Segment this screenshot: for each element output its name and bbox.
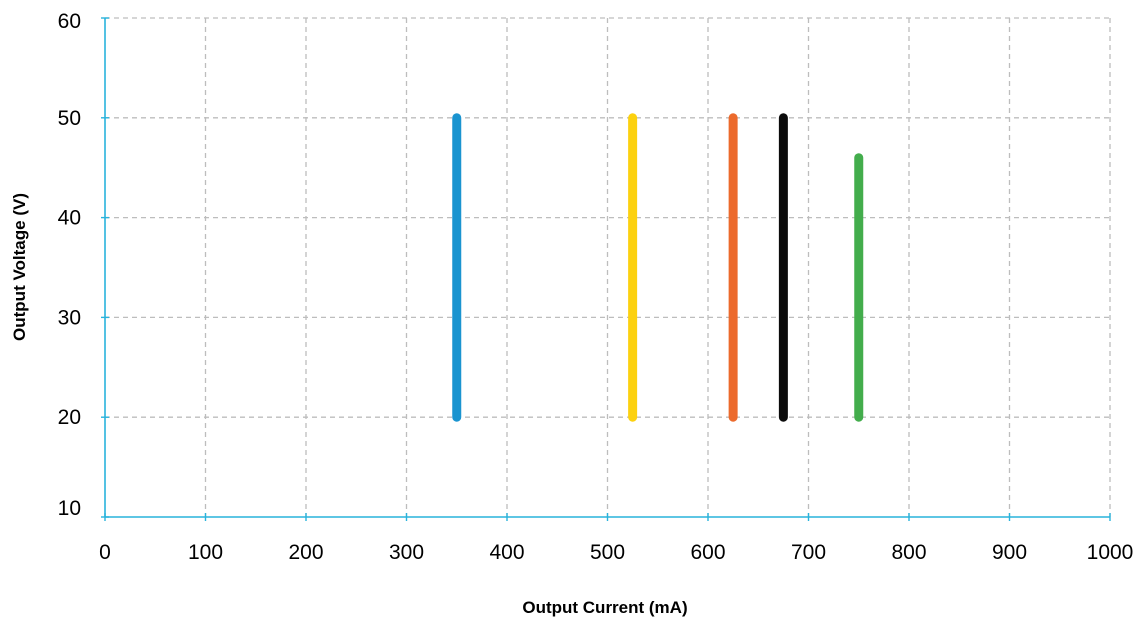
x-axis-title: Output Current (mA)	[522, 598, 687, 617]
grid	[105, 17, 1111, 517]
y-tick-label: 10	[58, 497, 81, 520]
x-tick-label: 400	[489, 541, 524, 564]
y-axis-title: Output Voltage (V)	[10, 193, 29, 341]
x-tick-label: 900	[992, 541, 1027, 564]
x-tick-label: 0	[99, 541, 111, 564]
x-tick-label: 100	[188, 541, 223, 564]
x-tick-label: 800	[891, 541, 926, 564]
x-tick-label: 300	[389, 541, 424, 564]
series-group	[452, 113, 864, 422]
x-tick-label: 600	[690, 541, 725, 564]
y-tick-label: 50	[58, 107, 81, 130]
y-tick-label: 30	[58, 306, 81, 329]
x-tick-label: 1000	[1087, 541, 1134, 564]
tick-labels: 0 100 200 300 400 500 600 700 800 900 1000 10 20 30 40…	[58, 10, 1134, 564]
x-tick-label: 200	[288, 541, 323, 564]
x-tick-label: 500	[590, 541, 625, 564]
y-tick-label: 60	[58, 10, 81, 33]
axes	[101, 17, 1111, 521]
y-tick-label: 40	[58, 207, 81, 230]
y-tick-label: 20	[58, 406, 81, 429]
x-tick-label: 700	[791, 541, 826, 564]
